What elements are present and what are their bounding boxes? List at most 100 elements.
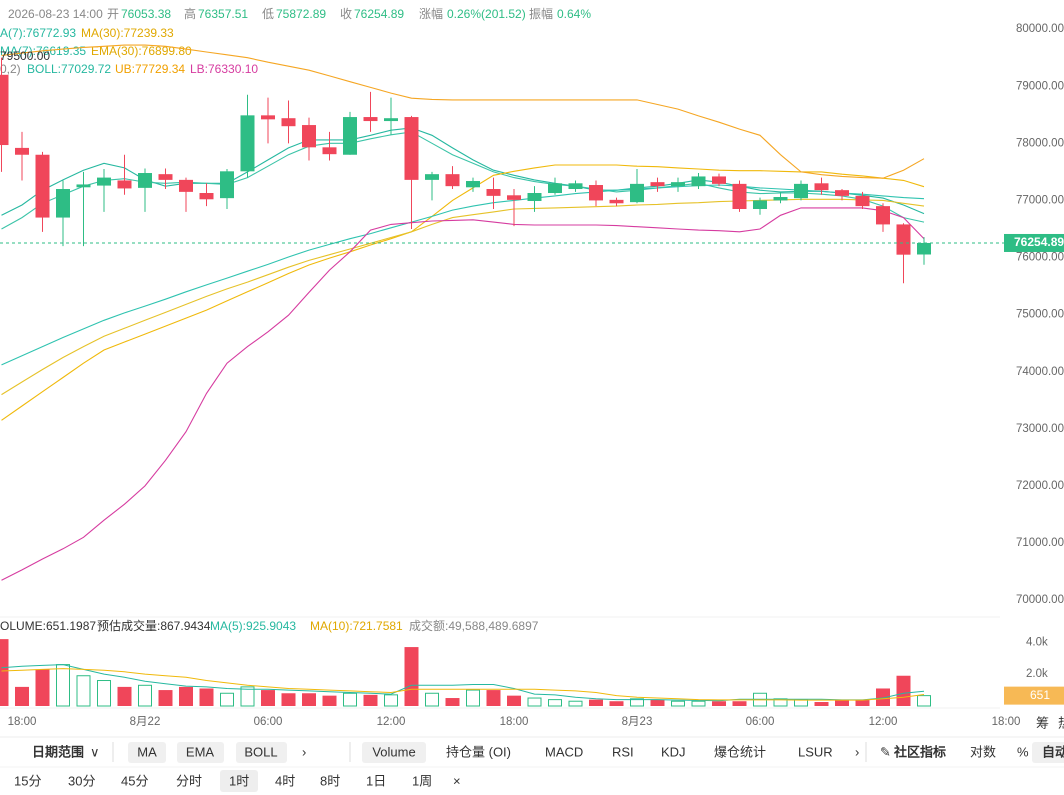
interval-item[interactable]: 1日: [366, 773, 386, 788]
vol-legend: MA(5):925.9043: [210, 619, 296, 633]
toolbar-item[interactable]: Volume: [372, 744, 415, 759]
candle-body: [179, 179, 193, 192]
interval-item[interactable]: 15分: [14, 773, 41, 788]
corner-icon[interactable]: 热: [1058, 715, 1064, 730]
volume-bar: [199, 688, 214, 706]
close-value: 76254.89: [354, 7, 404, 21]
volume-bar: [486, 690, 501, 706]
toolbar-item[interactable]: ∨: [90, 744, 100, 759]
interval-item[interactable]: 1周: [412, 773, 432, 788]
volume-bar: [650, 699, 665, 706]
interval-item[interactable]: 4时: [275, 773, 295, 788]
toolbar-item[interactable]: RSI: [612, 744, 634, 759]
volume-bar: [589, 699, 603, 706]
toolbar-item[interactable]: 日期范围: [32, 744, 84, 759]
legend-ub: UB:77729.34: [115, 62, 185, 76]
candle-body: [753, 200, 767, 209]
toolbar-item[interactable]: 爆仓统计: [714, 744, 766, 759]
candle-body: [650, 182, 665, 187]
interval-item[interactable]: 分时: [176, 773, 202, 788]
volume-bar: [568, 700, 583, 707]
volume-bar: [712, 701, 726, 706]
indicator-line: [1, 198, 925, 396]
amp-label: 振幅: [529, 6, 553, 21]
y-tick-label: 75000.00: [1016, 309, 1064, 321]
amp-value: 0.64%: [557, 7, 591, 21]
candle-body: [527, 193, 542, 202]
time-label: 2026-08-23 14:00: [8, 7, 103, 21]
vol-legend: OLUME:651.1987: [0, 619, 96, 633]
candle-body: [0, 74, 9, 146]
vol-legend: 预估成交量:867.9434: [97, 618, 211, 633]
change-label: 涨幅: [419, 6, 443, 21]
low-label: 低: [262, 7, 274, 21]
chip[interactable]: [236, 742, 287, 763]
toolbar-item[interactable]: EMA: [186, 744, 215, 759]
volume-bar: [425, 692, 439, 707]
toolbar-item[interactable]: 自动: [1042, 744, 1064, 759]
vol-legend: MA(10):721.7581: [310, 619, 403, 633]
y-tick-label: 79000.00: [1016, 80, 1064, 92]
toolbar-item[interactable]: ›: [855, 744, 859, 759]
volume-bar: [158, 690, 173, 706]
volume-bar: [732, 701, 747, 706]
toolbar-item[interactable]: 持仓量 (OI): [446, 744, 511, 759]
candle-body: [56, 189, 70, 218]
volume-bar: [384, 694, 398, 707]
interval-item[interactable]: 30分: [68, 773, 95, 788]
candle-body: [589, 185, 603, 201]
toolbar-item[interactable]: KDJ: [661, 744, 686, 759]
candle-body: [261, 115, 275, 120]
candle-body: [343, 117, 357, 155]
volume-bar: [548, 699, 562, 707]
last-price-label: 76254.89: [1014, 235, 1064, 249]
corner-icon[interactable]: 筹: [1036, 715, 1049, 730]
indicator-line: [1, 131, 925, 230]
indicator-line: [1, 44, 925, 179]
toolbar-item[interactable]: MA: [137, 744, 157, 759]
candle-body: [220, 171, 234, 199]
candle-body: [568, 183, 583, 190]
candle-body: [117, 180, 132, 189]
candle-body: [97, 177, 111, 186]
chip[interactable]: [220, 770, 258, 792]
volume-bar: [0, 639, 9, 706]
candle-body: [773, 197, 788, 201]
chip[interactable]: [128, 742, 166, 763]
volume-bar: [835, 699, 849, 706]
volume-bar: [35, 669, 50, 706]
candle-body: [814, 183, 829, 191]
indicator-line: [1, 668, 925, 701]
x-tick-label: 18:00: [992, 716, 1021, 728]
chip[interactable]: [1032, 742, 1064, 763]
close-label: 收: [340, 7, 352, 21]
volume-bar: [56, 664, 70, 707]
interval-item[interactable]: 45分: [121, 773, 148, 788]
toolbar-item[interactable]: BOLL: [244, 744, 277, 759]
volume-bar: [117, 686, 132, 706]
toolbar-item[interactable]: LSUR: [798, 744, 833, 759]
toolbar-item[interactable]: 社区指标: [893, 744, 946, 759]
toolbar-item[interactable]: ✎: [880, 744, 891, 759]
candle-body: [15, 147, 29, 155]
toolbar-item[interactable]: 对数: [970, 744, 996, 759]
candle-body: [876, 206, 890, 225]
toolbar-item[interactable]: MACD: [545, 744, 583, 759]
y-tick-label: 73000.00: [1016, 423, 1064, 435]
legend-ma30: MA(30):77239.33: [81, 26, 174, 40]
volume-bar: [15, 686, 29, 706]
chip[interactable]: [177, 742, 224, 763]
y-tick-label: 70000.00: [1016, 594, 1064, 606]
toolbar-item[interactable]: %: [1017, 744, 1029, 759]
interval-item[interactable]: ×: [453, 773, 461, 788]
volume-bar: [138, 684, 152, 707]
candle-body: [486, 189, 501, 196]
interval-item[interactable]: 8时: [320, 773, 340, 788]
interval-item[interactable]: 1时: [229, 773, 249, 788]
vol-tag-label: 651: [1030, 688, 1050, 702]
candle-body: [466, 181, 480, 188]
last-price-tag: [1004, 233, 1064, 252]
toolbar-item[interactable]: ›: [302, 744, 306, 759]
indicator-line: [1, 164, 925, 421]
chip[interactable]: [362, 742, 426, 763]
